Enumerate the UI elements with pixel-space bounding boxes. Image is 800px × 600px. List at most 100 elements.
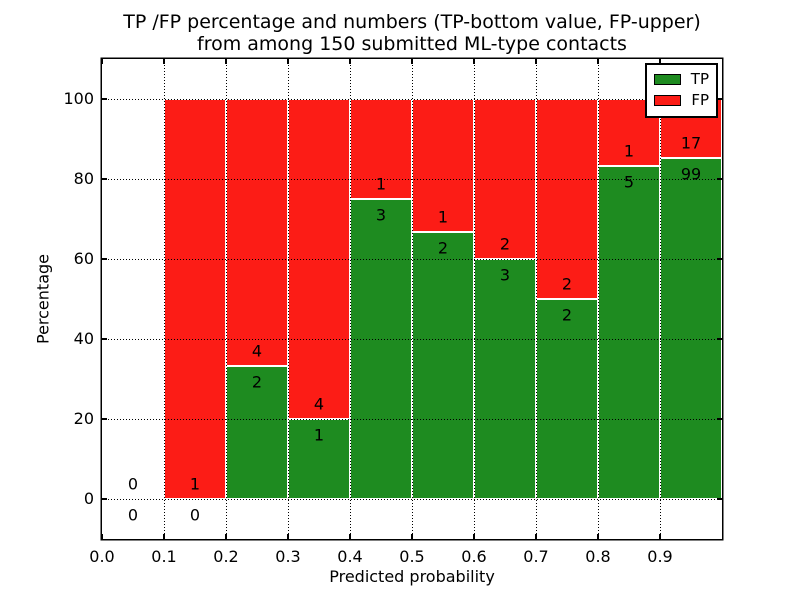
x-tick-mark [163, 534, 165, 539]
y-tick-mark-right [717, 98, 722, 100]
gridline-horizontal [102, 418, 722, 420]
x-tick-label: 0.3 [275, 547, 301, 566]
legend-item-fp: FP [647, 90, 716, 111]
y-tick-mark [102, 98, 107, 100]
legend-label: TP [690, 70, 709, 88]
x-tick-label: 0.8 [585, 547, 611, 566]
x-axis-label: Predicted probability [329, 567, 495, 586]
y-tick-label: 20 [73, 409, 94, 428]
fp-count-label: 1 [375, 174, 387, 194]
legend-item-tp: TP [647, 69, 716, 90]
fp-bar-segment [164, 99, 226, 499]
legend: TP FP [645, 63, 718, 118]
x-tick-mark [473, 534, 475, 539]
gridline-horizontal [102, 98, 722, 100]
fp-count-label: 1 [623, 141, 635, 161]
x-tick-mark-top [287, 59, 289, 64]
fp-count-label: 1 [189, 474, 201, 494]
x-tick-mark-top [535, 59, 537, 64]
chart-title-line1: TP /FP percentage and numbers (TP-bottom… [123, 11, 701, 33]
fp-count-label: 4 [251, 341, 263, 361]
tp-bar-segment [660, 157, 722, 499]
x-tick-label: 0.7 [523, 547, 549, 566]
x-tick-mark-top [101, 59, 103, 64]
y-tick-mark-right [717, 178, 722, 180]
tp-count-label: 0 [189, 505, 201, 525]
fp-bar-segment [536, 99, 598, 299]
fp-count-label: 4 [313, 394, 325, 414]
gridline-vertical [473, 59, 475, 539]
chart-title: TP /FP percentage and numbers (TP-bottom… [102, 11, 722, 55]
x-tick-mark-top [597, 59, 599, 64]
gridline-vertical [659, 59, 661, 539]
x-tick-label: 0.9 [647, 547, 673, 566]
x-tick-mark [101, 534, 103, 539]
tp-bar-segment [474, 259, 536, 499]
fp-bar-segment [226, 99, 288, 366]
fp-count-label: 17 [680, 133, 702, 153]
x-tick-mark [287, 534, 289, 539]
x-tick-mark-top [163, 59, 165, 64]
x-tick-mark [597, 534, 599, 539]
tp-count-label: 99 [680, 164, 702, 184]
y-tick-mark [102, 498, 107, 500]
x-tick-mark-top [473, 59, 475, 64]
y-tick-label: 0 [83, 489, 94, 508]
y-tick-mark [102, 178, 107, 180]
tp-count-label: 0 [127, 505, 139, 525]
tp-count-label: 5 [623, 172, 635, 192]
gridline-horizontal [102, 258, 722, 260]
y-tick-mark-right [717, 418, 722, 420]
y-tick-label: 40 [73, 329, 94, 348]
gridline-vertical [349, 59, 351, 539]
x-tick-mark [535, 534, 537, 539]
x-tick-label: 0.1 [151, 547, 177, 566]
x-tick-mark-top [411, 59, 413, 64]
x-tick-label: 0.5 [399, 547, 425, 566]
x-tick-mark [659, 534, 661, 539]
gridline-vertical [411, 59, 413, 539]
tp-bar-segment [598, 165, 660, 499]
tp-bar-segment [350, 199, 412, 499]
y-tick-mark [102, 338, 107, 340]
tp-swatch-icon [654, 74, 681, 85]
y-tick-mark-right [717, 258, 722, 260]
fp-count-label: 1 [437, 207, 449, 227]
tp-count-label: 1 [313, 425, 325, 445]
gridline-vertical [225, 59, 227, 539]
x-tick-mark [411, 534, 413, 539]
x-tick-label: 0.0 [89, 547, 115, 566]
gridline-vertical [287, 59, 289, 539]
y-tick-mark-right [717, 498, 722, 500]
gridline-horizontal [102, 498, 722, 500]
tp-count-label: 2 [437, 238, 449, 258]
tp-count-label: 3 [499, 265, 511, 285]
gridline-vertical [535, 59, 537, 539]
tp-bar-segment [412, 232, 474, 499]
gridline-horizontal [102, 178, 722, 180]
legend-label: FP [691, 91, 709, 109]
fp-count-label: 2 [561, 274, 573, 294]
gridline-vertical [163, 59, 165, 539]
x-tick-mark-top [349, 59, 351, 64]
tp-bar-segment [536, 299, 598, 499]
plot-area: 0 0 1 0 4 2 4 1 1 3 1 2 2 3 2 2 1 5 17 99 [101, 59, 722, 539]
chart-title-line2: from among 150 submitted ML-type contact… [197, 33, 627, 55]
tp-count-label: 3 [375, 205, 387, 225]
x-tick-label: 0.2 [213, 547, 239, 566]
x-tick-mark-top [659, 59, 661, 64]
tp-count-label: 2 [251, 372, 263, 392]
y-tick-mark [102, 418, 107, 420]
gridline-vertical [597, 59, 599, 539]
y-tick-mark [102, 258, 107, 260]
fp-count-label: 0 [127, 474, 139, 494]
y-tick-label: 80 [73, 169, 94, 188]
fp-count-label: 2 [499, 234, 511, 254]
y-tick-label: 100 [63, 89, 94, 108]
y-tick-mark-right [717, 338, 722, 340]
gridline-horizontal [102, 338, 722, 340]
fp-swatch-icon [654, 95, 682, 106]
x-tick-label: 0.6 [461, 547, 487, 566]
x-tick-mark [349, 534, 351, 539]
